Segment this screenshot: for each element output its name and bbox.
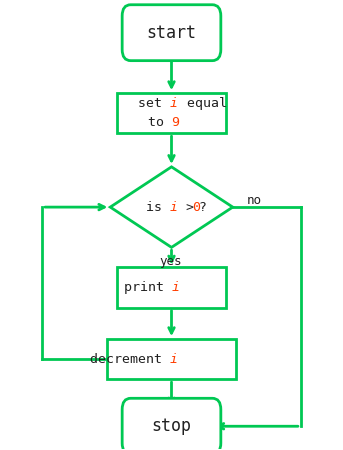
Text: i: i [172, 281, 179, 294]
Text: start: start [146, 24, 197, 42]
Text: >: > [178, 201, 202, 214]
Text: to: to [147, 116, 172, 129]
FancyBboxPatch shape [122, 5, 221, 61]
Text: i: i [170, 353, 178, 366]
Polygon shape [110, 167, 233, 248]
Text: yes: yes [159, 256, 182, 268]
Text: i: i [170, 97, 178, 110]
FancyBboxPatch shape [122, 398, 221, 450]
Text: stop: stop [152, 417, 191, 435]
Text: set: set [138, 97, 170, 110]
Text: decrement: decrement [90, 353, 170, 366]
Text: i: i [170, 201, 178, 214]
Bar [117, 267, 226, 308]
Text: equal: equal [179, 97, 227, 110]
Bar [117, 93, 226, 133]
Text: 0: 0 [192, 201, 200, 214]
Text: 9: 9 [172, 116, 179, 129]
Text: print: print [123, 281, 172, 294]
Text: no: no [246, 194, 261, 207]
Bar [107, 339, 236, 379]
Text: is: is [146, 201, 170, 214]
Text: ?: ? [199, 201, 207, 214]
